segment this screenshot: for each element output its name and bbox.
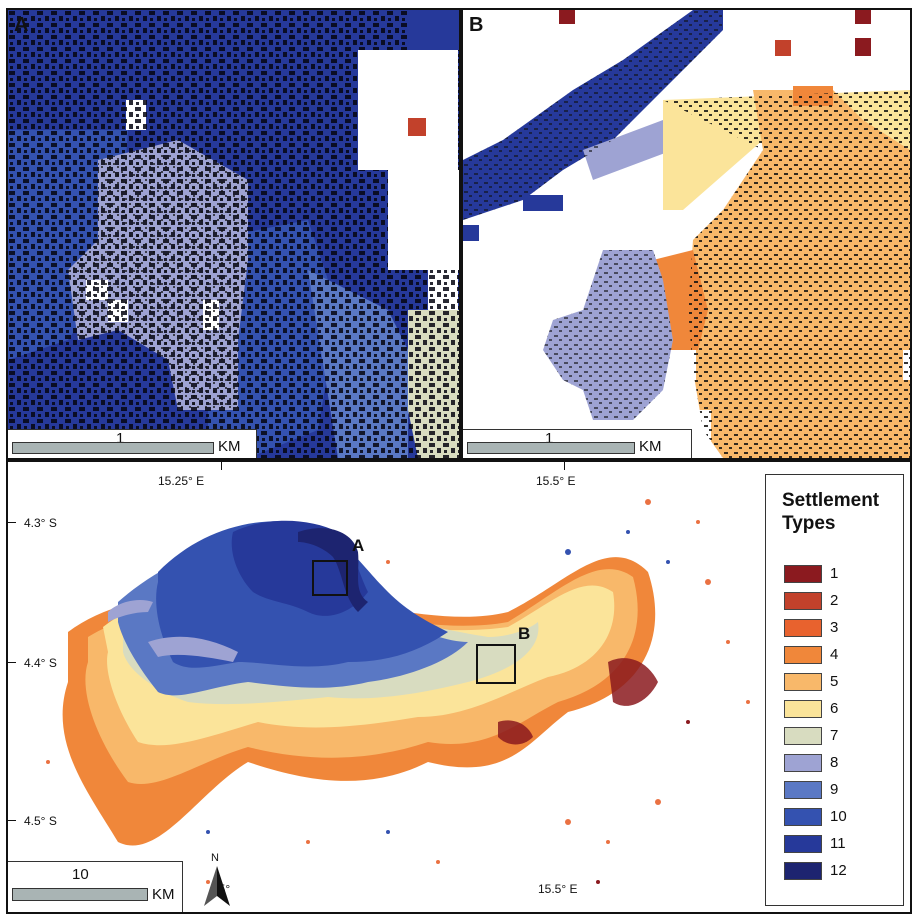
legend-label: 4 (830, 646, 839, 663)
lat-label-1: 4.3° S (24, 516, 57, 530)
legend-swatch (784, 862, 822, 880)
scale-bar-b-bar (467, 442, 635, 454)
legend-label: 8 (830, 754, 839, 771)
legend-label: 6 (830, 700, 839, 717)
lat-label-2: 4.4° S (24, 656, 57, 670)
inset-locator-b-label: B (518, 624, 531, 643)
lon-label-bottom-2: 15.5° E (538, 882, 578, 896)
legend-swatch (784, 646, 822, 664)
legend-swatch (784, 700, 822, 718)
legend: Settlement Types 1 2 3 4 5 6 7 8 9 10 11 12 (765, 474, 904, 906)
legend-title-line2: Types (782, 513, 836, 534)
legend-swatch (784, 754, 822, 772)
legend-label: 5 (830, 673, 839, 690)
lon-label-top-1: 15.25° E (158, 474, 205, 488)
inset-map-a-graphic (8, 10, 459, 458)
lat-tick-1 (8, 522, 16, 523)
scale-bar-b-unit: KM (639, 438, 662, 455)
inset-locator-a (312, 560, 348, 596)
legend-label: 1 (830, 565, 839, 582)
scale-bar-main-value: 10 (72, 866, 89, 883)
panel-a-label: A (14, 14, 29, 36)
panel-b-label: B (469, 14, 484, 36)
north-arrow-icon (204, 866, 230, 906)
legend-label: 10 (830, 808, 847, 825)
scale-bar-a-value: 1 (116, 430, 125, 447)
lon-tick-2 (564, 462, 565, 470)
legend-label: 9 (830, 781, 839, 798)
legend-swatch (784, 619, 822, 637)
legend-label: 2 (830, 592, 839, 609)
legend-swatch (784, 727, 822, 745)
legend-swatch (784, 673, 822, 691)
legend-swatch (784, 781, 822, 799)
legend-title-line1: Settlement (782, 490, 880, 511)
scale-bar-b-value: 1 (545, 430, 554, 447)
north-arrow: N (202, 852, 232, 908)
scale-bar-a-unit: KM (218, 438, 241, 455)
inset-map-a: A 1 KM (6, 8, 461, 460)
scale-bar-main-bar (12, 888, 148, 901)
scale-bar-main-unit: KM (152, 886, 175, 903)
inset-map-b: B 1 KM (461, 8, 912, 460)
lon-tick-1 (221, 462, 222, 470)
legend-title: Settlement Types (782, 489, 879, 535)
legend-label: 12 (830, 862, 847, 879)
inset-map-b-graphic (463, 10, 910, 458)
legend-swatch (784, 592, 822, 610)
inset-locator-b (476, 644, 516, 684)
lat-label-3: 4.5° S (24, 814, 57, 828)
scale-bar-a: 1 KM (8, 429, 257, 458)
main-map: 15.25° E 15.5° E 4.3° S 4.4° S 4.5° S 2 5… (6, 460, 912, 914)
legend-swatch (784, 565, 822, 583)
scale-bar-a-bar (12, 442, 214, 454)
scale-bar-b: 1 KM (463, 429, 692, 458)
north-arrow-label: N (211, 852, 219, 864)
legend-label: 11 (830, 835, 846, 852)
main-map-graphic (46, 499, 750, 884)
scale-bar-main: 10 KM (8, 861, 183, 912)
legend-label: 7 (830, 727, 839, 744)
lat-tick-2 (8, 662, 16, 663)
legend-swatch (784, 835, 822, 853)
inset-locator-a-label: A (352, 536, 365, 555)
lat-tick-3 (8, 820, 16, 821)
lon-label-top-2: 15.5° E (536, 474, 576, 488)
legend-label: 3 (830, 619, 839, 636)
legend-swatch (784, 808, 822, 826)
